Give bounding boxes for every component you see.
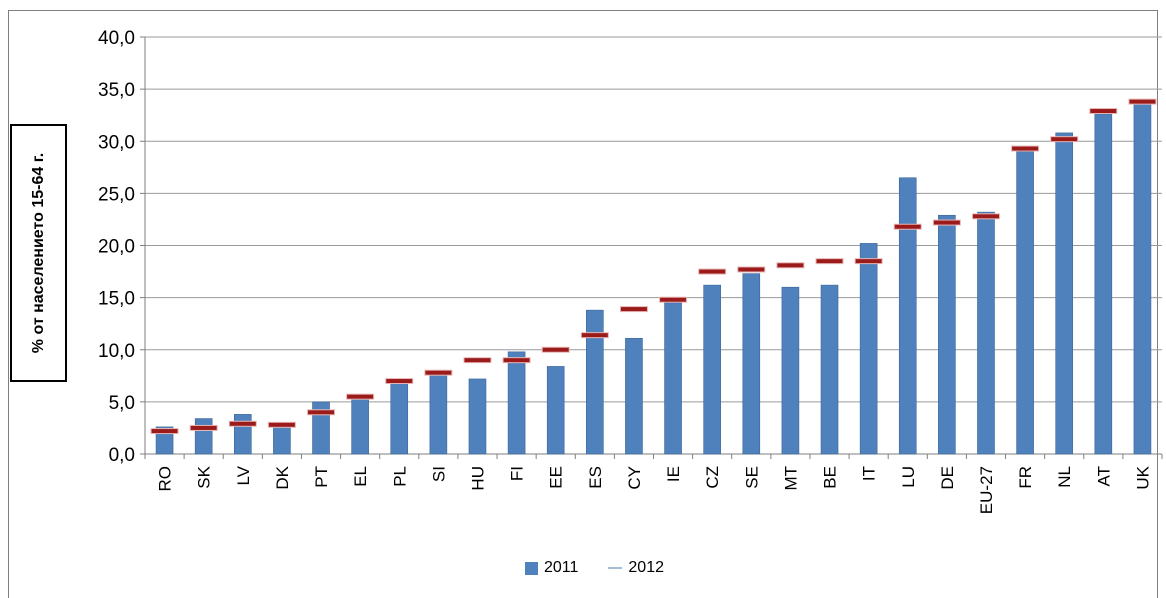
marker-2012-EL xyxy=(347,394,374,399)
x-tick-label-FR: FR xyxy=(1016,466,1035,489)
x-tick-label-CY: CY xyxy=(625,466,644,490)
marker-2012-UK xyxy=(1129,99,1156,104)
marker-2012-CY xyxy=(620,307,647,312)
x-tick-label-LU: LU xyxy=(899,466,918,488)
x-tick-label-EE: EE xyxy=(547,466,566,489)
marker-2012-HU xyxy=(464,358,491,363)
bar-UK xyxy=(1133,103,1152,455)
y-tick-label: 35,0 xyxy=(98,80,135,101)
bar-LU xyxy=(898,177,917,455)
bar-NL xyxy=(1055,132,1074,455)
bar-AT xyxy=(1094,113,1113,455)
legend-swatch-2011 xyxy=(525,561,538,575)
bar-MT xyxy=(781,286,800,455)
marker-2012-SI xyxy=(425,370,452,375)
bar-BE xyxy=(820,284,839,455)
x-tick-label-SK: SK xyxy=(195,465,214,488)
x-tick-label-SI: SI xyxy=(429,466,448,482)
y-tick-label: 0,0 xyxy=(109,445,135,466)
marker-2012-FI xyxy=(503,358,530,363)
x-tick-label-PT: PT xyxy=(312,466,331,488)
marker-2012-SK xyxy=(190,425,217,430)
bar-FR xyxy=(1016,151,1034,455)
bar-DK xyxy=(273,426,291,455)
bar-DE xyxy=(938,214,956,455)
legend-label-2011: 2011 xyxy=(544,559,579,576)
bar-EU-27 xyxy=(977,211,995,455)
bar-EL xyxy=(351,396,369,455)
marker-2012-PL xyxy=(386,379,413,384)
x-tick-label-IE: IE xyxy=(664,466,683,482)
x-tick-label-DK: DK xyxy=(273,465,292,489)
marker-2012-RO xyxy=(151,429,178,434)
bar-IE xyxy=(664,302,682,455)
bar-CZ xyxy=(703,284,721,455)
bar-LV xyxy=(233,414,252,455)
y-tick-label: 5,0 xyxy=(109,393,135,414)
x-tick-label-IT: IT xyxy=(860,466,879,481)
bar-ES xyxy=(586,309,604,455)
bar-EE xyxy=(546,366,565,455)
marker-2012-CZ xyxy=(699,269,726,274)
y-tick-label: 10,0 xyxy=(98,341,135,362)
marker-2012-SE xyxy=(738,267,765,272)
x-tick-label-EU-27: EU-27 xyxy=(977,466,996,514)
bar-SI xyxy=(429,374,448,455)
legend-label-2012: 2012 xyxy=(628,559,664,576)
bar-HU xyxy=(468,378,487,455)
x-tick-label-NL: NL xyxy=(1055,466,1074,488)
marker-2012-DE xyxy=(933,220,960,225)
legend-swatch-2012 xyxy=(608,567,623,569)
x-tick-label-PL: PL xyxy=(390,466,409,487)
x-tick-label-RO: RO xyxy=(156,466,175,492)
marker-2012-EE xyxy=(542,347,569,352)
x-tick-label-DE: DE xyxy=(938,466,957,490)
x-tick-label-AT: AT xyxy=(1094,466,1113,486)
marker-2012-DK xyxy=(268,422,295,427)
bar-FI xyxy=(507,351,526,455)
bar-CY xyxy=(625,337,643,455)
legend: 2011 2012 xyxy=(525,559,664,577)
x-tick-label-UK: UK xyxy=(1133,465,1152,489)
x-tick-label-EL: EL xyxy=(351,466,370,487)
marker-2012-LU xyxy=(894,224,921,229)
x-tick-label-MT: MT xyxy=(781,466,800,491)
y-tick-label: 40,0 xyxy=(98,28,135,49)
x-tick-label-HU: HU xyxy=(468,466,487,491)
chart-frame xyxy=(8,10,1158,598)
y-tick-label: 30,0 xyxy=(98,132,135,153)
x-tick-label-CZ: CZ xyxy=(703,466,722,489)
marker-2012-NL xyxy=(1051,137,1078,142)
marker-2012-BE xyxy=(816,259,843,264)
bar-IT xyxy=(859,243,878,455)
x-tick-label-LV: LV xyxy=(234,465,253,485)
y-axis-label-box: % от населението 15-64 г. xyxy=(10,124,67,382)
x-tick-label-FI: FI xyxy=(508,466,527,481)
marker-2012-EU-27 xyxy=(972,214,999,219)
marker-2012-IT xyxy=(855,259,882,264)
y-tick-label: 20,0 xyxy=(98,237,135,258)
marker-2012-AT xyxy=(1090,109,1117,114)
marker-2012-ES xyxy=(581,333,608,338)
marker-2012-FR xyxy=(1012,146,1039,151)
x-tick-label-SE: SE xyxy=(742,466,761,489)
y-tick-label: 25,0 xyxy=(98,184,135,205)
marker-2012-IE xyxy=(660,297,687,302)
x-tick-label-BE: BE xyxy=(821,466,840,489)
y-tick-label: 15,0 xyxy=(98,289,135,310)
marker-2012-PT xyxy=(308,410,335,415)
marker-2012-LV xyxy=(229,421,256,426)
bar-SK xyxy=(194,418,213,455)
marker-2012-MT xyxy=(777,263,804,268)
x-tick-label-ES: ES xyxy=(586,466,605,489)
bar-SE xyxy=(742,273,761,455)
bar-PL xyxy=(390,382,409,455)
